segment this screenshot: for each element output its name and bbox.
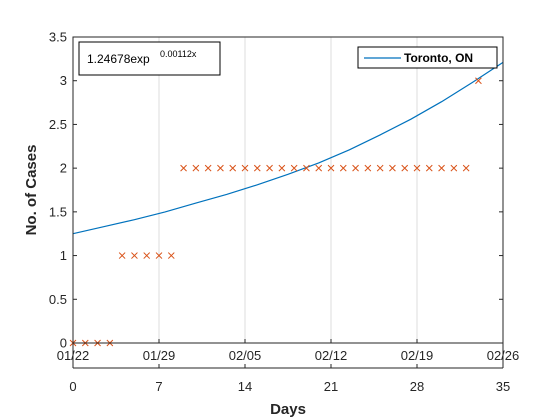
data-point-marker <box>339 164 347 172</box>
legend: Toronto, ON <box>357 46 498 69</box>
data-point-marker <box>266 164 273 172</box>
data-point-marker <box>303 164 310 172</box>
data-point-marker <box>376 164 384 172</box>
data-point-marker <box>401 164 409 172</box>
data-point-marker <box>229 164 237 172</box>
date-tick-label: 02/05 <box>229 348 262 363</box>
data-point-marker <box>389 164 396 172</box>
day-tick-label: 14 <box>238 379 252 394</box>
grid-lines <box>158 37 418 343</box>
data-point-marker <box>131 252 138 259</box>
y-tick-label: 1.5 <box>49 204 67 219</box>
axis-ticks: 0 0.5 1 1.5 2 2.5 3 3.5 <box>49 30 503 351</box>
plot-area <box>73 37 503 368</box>
data-point-marker <box>315 164 323 172</box>
equation-annotation: 1.24678exp 0.00112x <box>78 41 221 76</box>
legend-box <box>357 46 498 69</box>
x-axis-label: Days <box>270 401 306 418</box>
y-axis-label: No. of Cases <box>23 145 40 236</box>
data-point-marker <box>290 164 298 172</box>
date-tick-label: 01/29 <box>143 348 176 363</box>
date-tick-label: 02/26 <box>487 348 520 363</box>
data-point-marker <box>253 164 261 172</box>
y-tick-label: 3.5 <box>49 30 67 45</box>
day-tick-label: 28 <box>410 379 424 394</box>
data-point-marker <box>118 252 126 259</box>
data-point-marker <box>425 164 433 172</box>
data-point-marker <box>241 164 249 172</box>
data-point-marker <box>438 164 445 172</box>
data-point-marker <box>364 164 372 172</box>
equation-box <box>78 41 221 76</box>
date-tick-label: 01/22 <box>57 348 90 363</box>
fit-curve <box>72 61 504 235</box>
y-tick-label: 1 <box>60 248 67 263</box>
y-tick-label: 2.5 <box>49 117 67 132</box>
data-point-marker <box>462 164 470 172</box>
data-point-marker <box>204 164 212 172</box>
y-tick-label: 0 <box>60 336 67 351</box>
data-point-marker <box>450 164 458 172</box>
legend-entry-label: Toronto, ON <box>404 51 473 65</box>
y-tick-label: 2 <box>60 161 67 176</box>
y-tick-label: 0.5 <box>49 292 67 307</box>
data-point-marker <box>352 164 359 172</box>
plot-box <box>72 36 504 344</box>
day-tick-label: 35 <box>496 379 510 394</box>
data-point-marker <box>167 252 175 259</box>
data-point-marker <box>413 164 421 172</box>
data-point-marker <box>217 164 224 172</box>
data-point-marker <box>475 77 482 85</box>
data-point-marker <box>143 252 151 259</box>
day-tick-label: 7 <box>155 379 162 394</box>
data-point-marker <box>327 164 335 172</box>
equation-exponent: 0.00112x <box>160 49 197 59</box>
date-tick-label: 02/19 <box>401 348 434 363</box>
equation-base: 1.24678exp <box>87 52 150 66</box>
date-tick-label: 02/12 <box>315 348 348 363</box>
y-tick-label: 3 <box>60 73 67 88</box>
data-point-marker <box>192 164 200 172</box>
data-point-marker <box>278 164 286 172</box>
day-tick-label: 0 <box>69 379 76 394</box>
day-tick-label: 21 <box>324 379 338 394</box>
data-point-marker <box>155 252 163 259</box>
data-point-marker <box>180 164 187 172</box>
